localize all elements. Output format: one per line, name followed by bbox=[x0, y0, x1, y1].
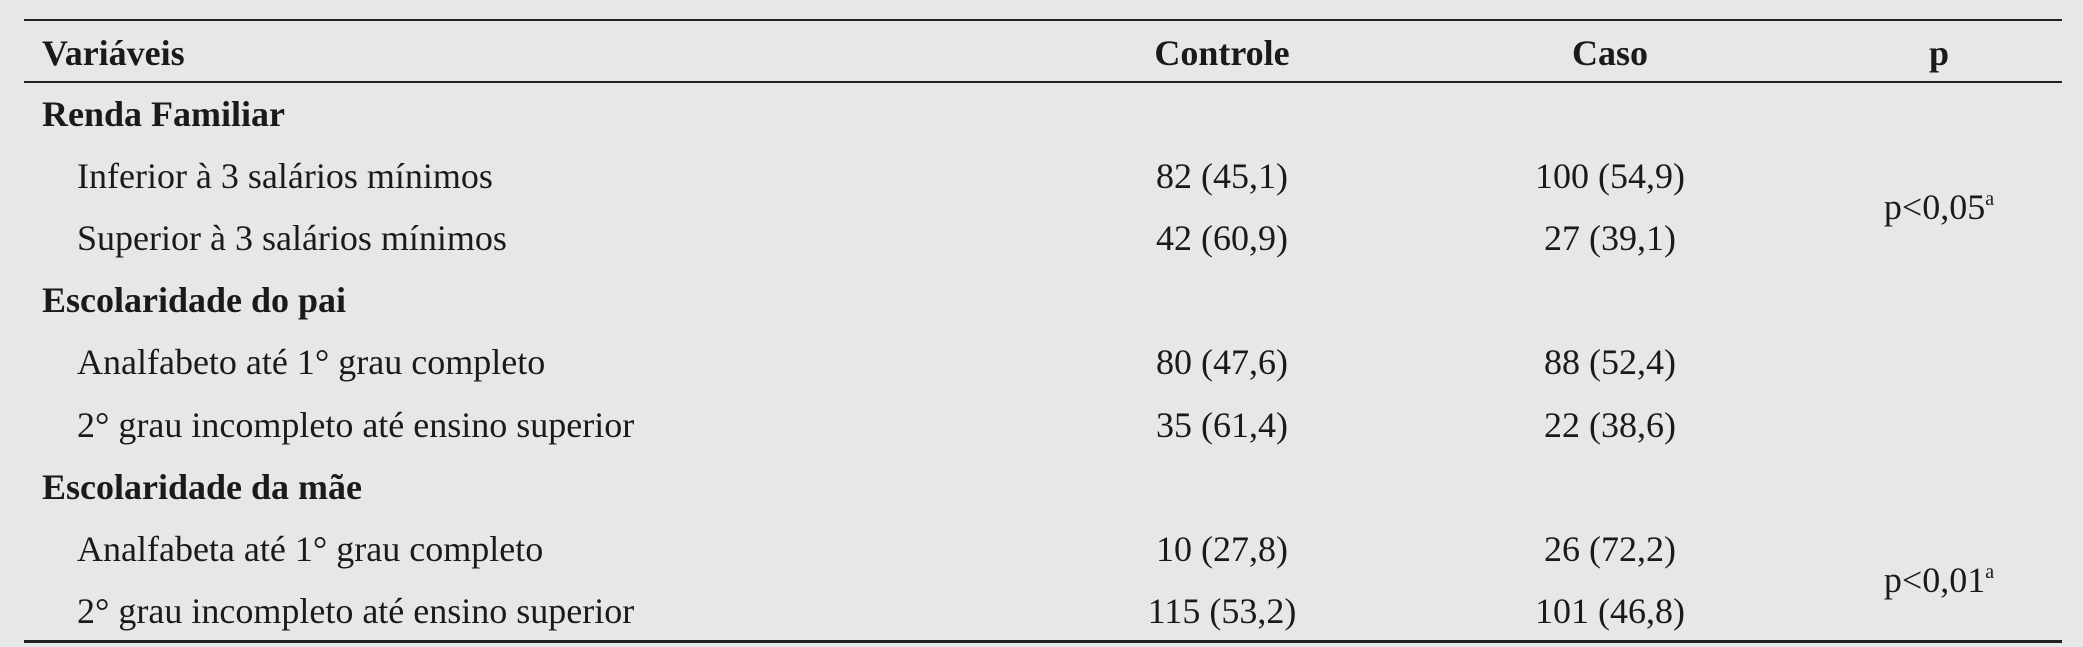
p-value-text: p<0,01 bbox=[1883, 559, 1986, 600]
value-cell: 82 (45,1) bbox=[1156, 156, 1288, 197]
row-label: 2° grau incompleto até ensino superior bbox=[77, 404, 635, 445]
value-cell: 115 (53,2) bbox=[1147, 590, 1297, 631]
row-label: Superior à 3 salários mínimos bbox=[77, 218, 507, 259]
footnote-marker: a bbox=[1985, 560, 1995, 583]
column-header: Controle bbox=[1154, 33, 1290, 73]
value-cell: 35 (61,4) bbox=[1156, 404, 1288, 445]
row-label: Analfabeta até 1° grau completo bbox=[77, 528, 544, 569]
row-label: Inferior à 3 salários mínimos bbox=[77, 156, 493, 197]
section-title: Escolaridade da mãe bbox=[42, 466, 362, 507]
value-cell: 26 (72,2) bbox=[1544, 528, 1676, 569]
section-title: Renda Familiar bbox=[42, 94, 285, 134]
p-value: p<0,05a bbox=[1884, 185, 1994, 229]
row-label: Analfabeto até 1° grau completo bbox=[77, 342, 546, 383]
value-cell: 88 (52,4) bbox=[1544, 342, 1676, 383]
top-rule bbox=[24, 19, 2062, 21]
value-cell: 42 (60,9) bbox=[1156, 218, 1288, 259]
column-header: Caso bbox=[1571, 33, 1649, 73]
p-value-text: p<0,05 bbox=[1883, 187, 1986, 228]
header-rule bbox=[24, 81, 2062, 83]
value-cell: 80 (47,6) bbox=[1156, 342, 1288, 383]
value-cell: 22 (38,6) bbox=[1544, 404, 1676, 445]
p-value: p<0,01a bbox=[1884, 558, 1994, 602]
value-cell: 10 (27,8) bbox=[1156, 528, 1288, 569]
value-cell: 101 (46,8) bbox=[1535, 590, 1685, 631]
column-header: p bbox=[1928, 33, 1950, 73]
value-cell: 100 (54,9) bbox=[1535, 156, 1685, 197]
value-cell: 27 (39,1) bbox=[1544, 218, 1676, 259]
bottom-rule bbox=[24, 640, 2062, 643]
footnote-marker: a bbox=[1985, 188, 1995, 211]
section-title: Escolaridade do pai bbox=[42, 280, 347, 321]
row-label: 2° grau incompleto até ensino superior bbox=[77, 590, 635, 631]
column-header: Variáveis bbox=[42, 33, 185, 73]
